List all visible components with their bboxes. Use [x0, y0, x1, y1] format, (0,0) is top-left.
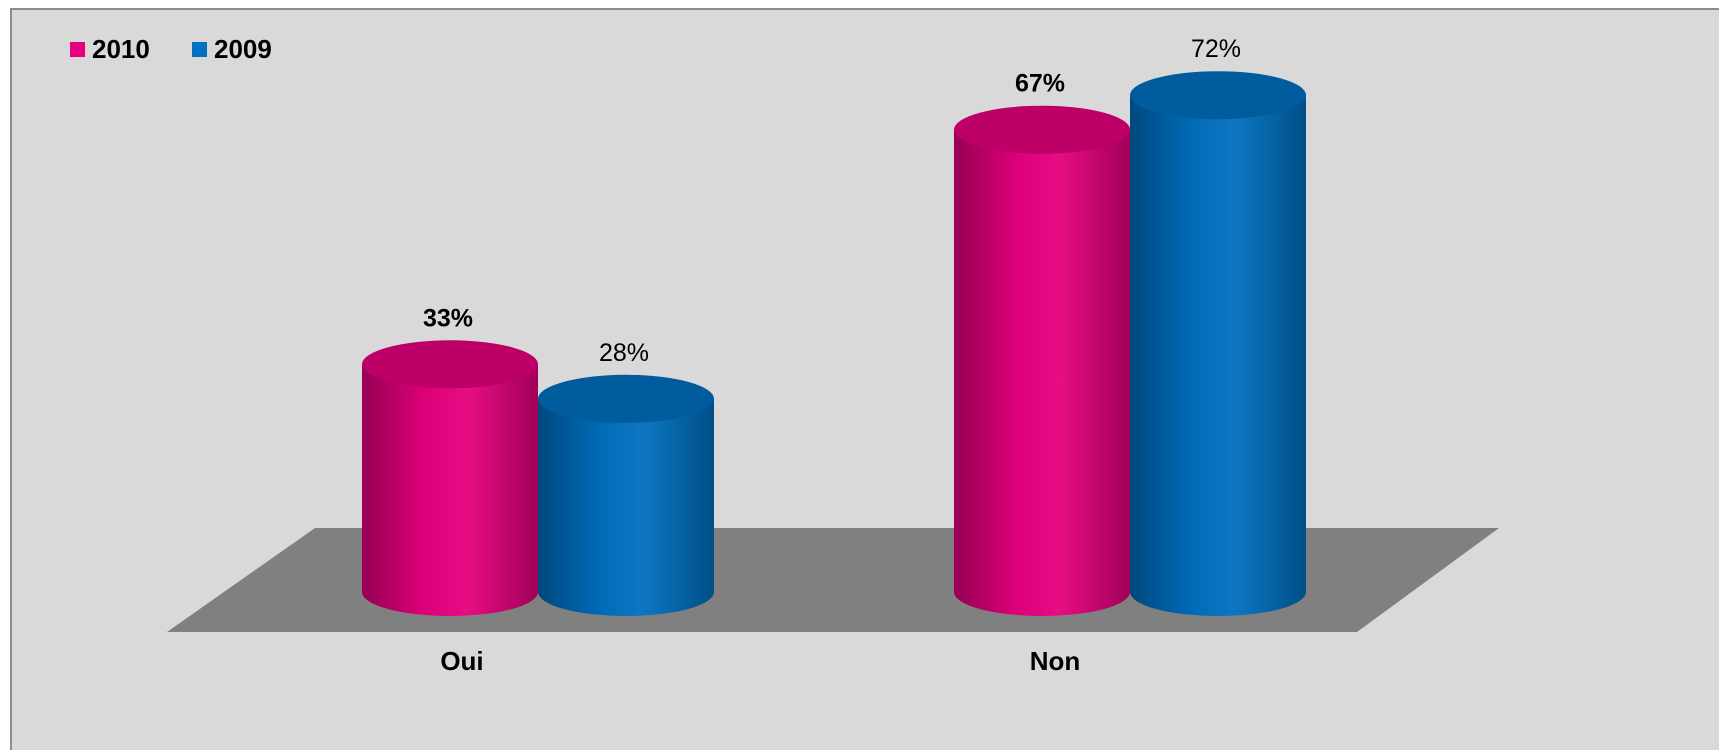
bar-oui-2010 — [362, 364, 538, 616]
category-labels: Oui Non — [440, 646, 1080, 676]
bar-top-non-2010 — [954, 105, 1130, 154]
data-label-oui-2010: 33% — [423, 304, 473, 332]
category-label-oui: Oui — [440, 646, 483, 676]
legend-swatch-2009 — [192, 42, 207, 57]
bar-top-non-2009 — [1130, 71, 1306, 120]
data-label-oui-2009: 28% — [599, 339, 649, 367]
legend-label-2010: 2010 — [92, 34, 150, 64]
legend-label-2009: 2009 — [214, 34, 272, 64]
chart-area: 33% 28% 67% 72% Oui Non 2010 2009 — [10, 8, 1719, 750]
bar-non-2010 — [954, 129, 1130, 616]
bar-chart: 33% 28% 67% 72% Oui Non 2010 2009 — [70, 34, 1499, 676]
bar-oui-2009 — [538, 398, 714, 616]
legend-swatch-2010 — [70, 42, 85, 57]
data-label-non-2009: 72% — [1191, 35, 1241, 63]
data-label-non-2010: 67% — [1015, 70, 1065, 98]
category-label-non: Non — [1030, 646, 1081, 676]
bar-non-2009 — [1130, 95, 1306, 616]
bars — [362, 71, 1306, 616]
bar-top-oui-2009 — [538, 374, 714, 423]
bar-top-oui-2010 — [362, 340, 538, 389]
legend: 2010 2009 — [70, 34, 272, 64]
data-labels: 33% 28% 67% 72% — [423, 35, 1241, 367]
